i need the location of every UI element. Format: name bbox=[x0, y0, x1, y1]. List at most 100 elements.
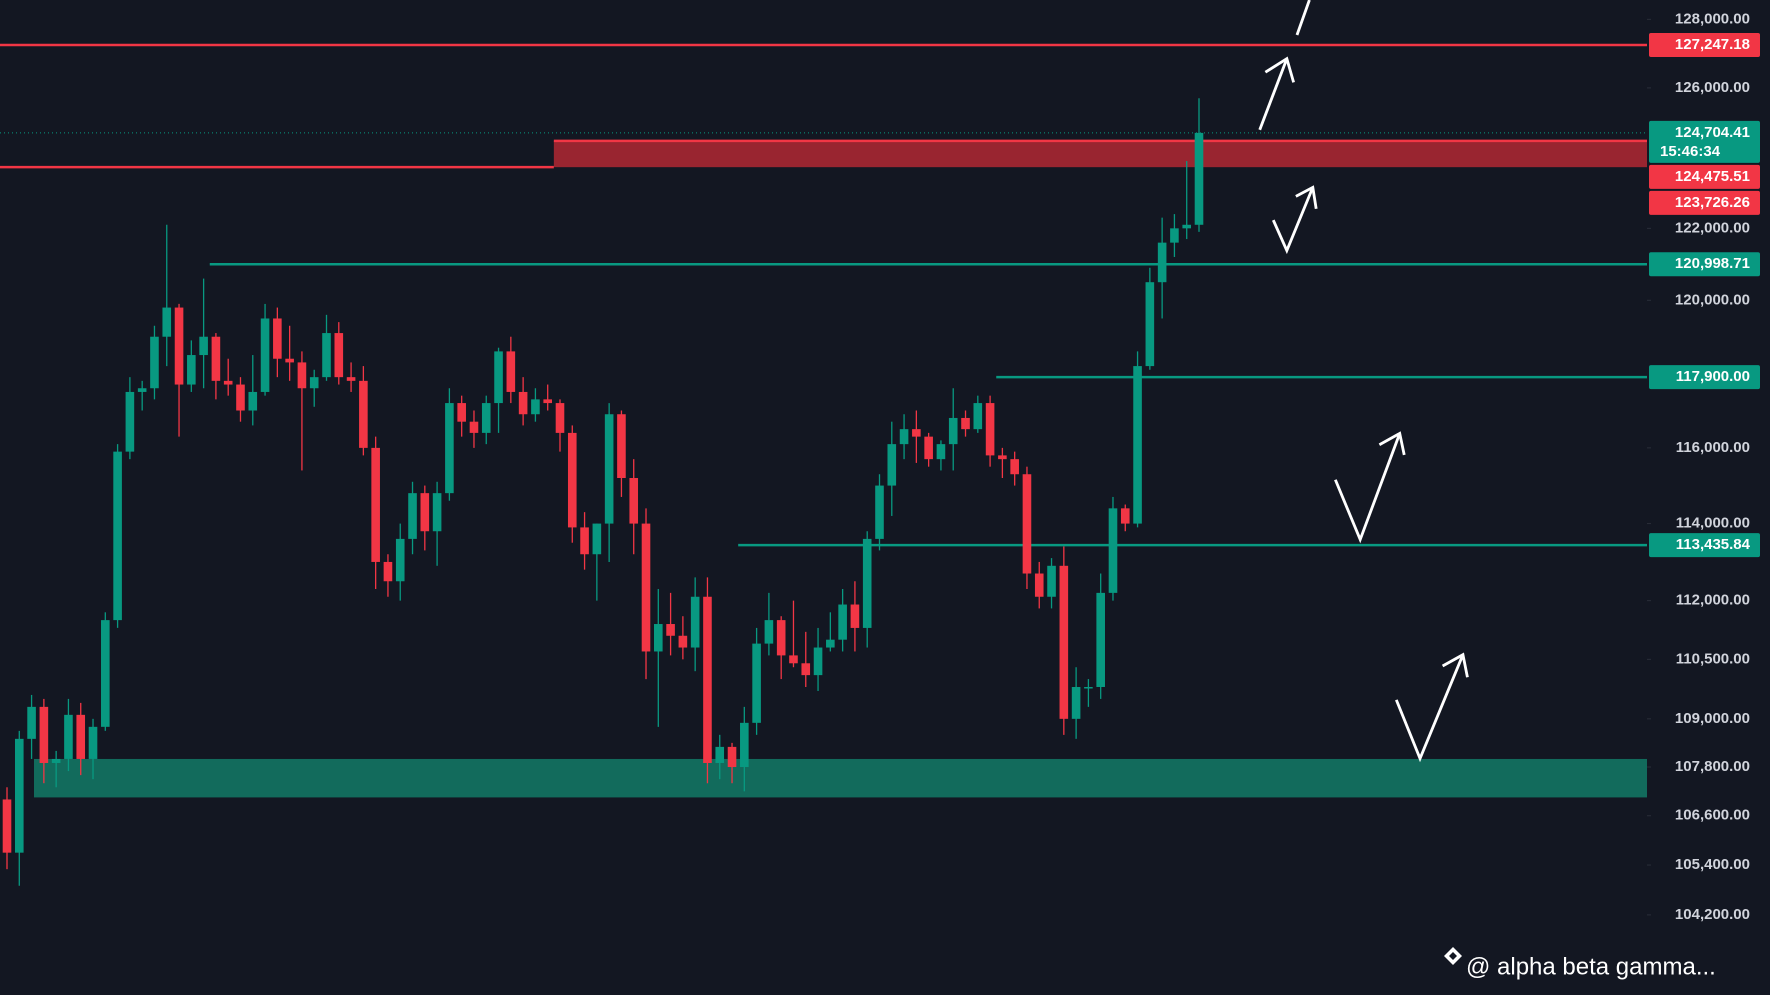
y-tick-label: 120,000.00 bbox=[1675, 291, 1750, 308]
candle-body bbox=[838, 604, 847, 640]
candle-body bbox=[2, 799, 12, 853]
candle-body bbox=[604, 414, 614, 524]
candle-body bbox=[1157, 242, 1167, 283]
price-label-box bbox=[1649, 120, 1760, 163]
arrow-head bbox=[1264, 56, 1295, 83]
price-label-box bbox=[1649, 533, 1760, 558]
candle-body bbox=[1034, 573, 1044, 597]
candle-body bbox=[924, 436, 933, 460]
candle-body bbox=[506, 351, 516, 392]
candle-body bbox=[567, 432, 577, 528]
candle-body bbox=[752, 643, 761, 723]
candle-body bbox=[641, 523, 651, 652]
candle-body bbox=[101, 620, 110, 727]
price-label: 127,247.18 bbox=[1675, 36, 1750, 53]
candle-body bbox=[481, 403, 491, 433]
candle-body bbox=[703, 596, 712, 763]
candle-body bbox=[260, 318, 270, 392]
candle-body bbox=[113, 451, 122, 621]
y-tick-label: 107,800.00 bbox=[1675, 758, 1750, 775]
candle-body bbox=[666, 624, 675, 636]
candle-body bbox=[1182, 224, 1192, 229]
candle-body bbox=[961, 417, 970, 430]
y-tick-label: 110,500.00 bbox=[1676, 650, 1750, 667]
y-tick-label: 122,000.00 bbox=[1675, 219, 1750, 236]
candle-body bbox=[494, 351, 503, 404]
candle-body bbox=[653, 624, 663, 652]
candle-body bbox=[764, 620, 774, 644]
candle-body bbox=[199, 336, 208, 356]
price-label-box bbox=[1649, 33, 1760, 58]
candle-body bbox=[727, 746, 737, 768]
candle-body bbox=[39, 706, 49, 763]
candle-body bbox=[383, 561, 393, 582]
y-tick-label: 114,000.00 bbox=[1676, 515, 1750, 532]
candle-body bbox=[408, 493, 417, 539]
candle-body bbox=[1145, 282, 1155, 367]
candle-body bbox=[309, 377, 319, 389]
arrow bbox=[1295, 0, 1311, 36]
price-label: 124,704.41 bbox=[1675, 124, 1750, 141]
candle-body bbox=[936, 444, 946, 460]
price-label: 124,475.51 bbox=[1675, 168, 1750, 185]
candle-body bbox=[850, 604, 860, 628]
candle-body bbox=[150, 336, 159, 389]
candle-body bbox=[211, 336, 221, 381]
candle-body bbox=[998, 455, 1007, 460]
candle-body bbox=[322, 333, 331, 378]
candle-body bbox=[1120, 508, 1130, 524]
candle-body bbox=[801, 663, 811, 676]
candle-body bbox=[334, 333, 344, 378]
candle-body bbox=[531, 399, 540, 415]
candle-body bbox=[1010, 459, 1019, 475]
candle-body bbox=[580, 527, 589, 555]
arrow bbox=[1258, 58, 1289, 131]
candle-body bbox=[371, 447, 380, 562]
candle-body bbox=[592, 523, 602, 555]
candle-body bbox=[973, 403, 983, 430]
y-tick-label: 112,000.00 bbox=[1676, 592, 1750, 609]
candle-body bbox=[457, 403, 466, 422]
candle-body bbox=[985, 403, 995, 456]
y-tick-label: 106,600.00 bbox=[1675, 807, 1750, 824]
watermark-icon bbox=[1444, 947, 1462, 965]
annotation-arrows bbox=[1258, 0, 1469, 763]
candle-body bbox=[51, 758, 61, 763]
arrow-head bbox=[1295, 185, 1318, 210]
price-label-box bbox=[1649, 252, 1760, 277]
candle-body bbox=[1108, 508, 1118, 593]
price-label-box bbox=[1649, 365, 1760, 390]
candle-body bbox=[543, 399, 553, 404]
candle-body bbox=[162, 307, 172, 337]
y-tick-label: 128,000.00 bbox=[1675, 10, 1750, 27]
arrow bbox=[1334, 432, 1402, 544]
candle-body bbox=[395, 538, 405, 582]
candle-body bbox=[690, 596, 700, 648]
candle-body bbox=[187, 355, 196, 385]
arrow bbox=[1271, 186, 1315, 255]
candle-body bbox=[789, 655, 798, 664]
candle-body bbox=[359, 380, 368, 448]
price-label: 120,998.71 bbox=[1675, 255, 1750, 272]
candle-body bbox=[1133, 366, 1142, 524]
candle-body bbox=[285, 358, 294, 363]
candle-body bbox=[137, 388, 147, 392]
arrow-head bbox=[1441, 652, 1469, 678]
candle-body bbox=[125, 391, 135, 452]
candle-body bbox=[1071, 687, 1081, 719]
candle-body bbox=[948, 417, 958, 445]
candle-body bbox=[248, 391, 258, 411]
candle-body bbox=[64, 714, 73, 759]
candle-body bbox=[826, 639, 835, 648]
candle-body bbox=[273, 318, 282, 359]
candle-body bbox=[432, 493, 442, 532]
candle-body bbox=[14, 738, 24, 853]
y-tick-label: 105,400.00 bbox=[1675, 856, 1750, 873]
zone bbox=[553, 140, 1647, 168]
arrow-head bbox=[1378, 431, 1406, 456]
arrow bbox=[1395, 654, 1465, 763]
y-tick-label: 109,000.00 bbox=[1675, 710, 1750, 727]
price-label-box bbox=[1649, 164, 1760, 189]
candle-body bbox=[678, 635, 688, 648]
